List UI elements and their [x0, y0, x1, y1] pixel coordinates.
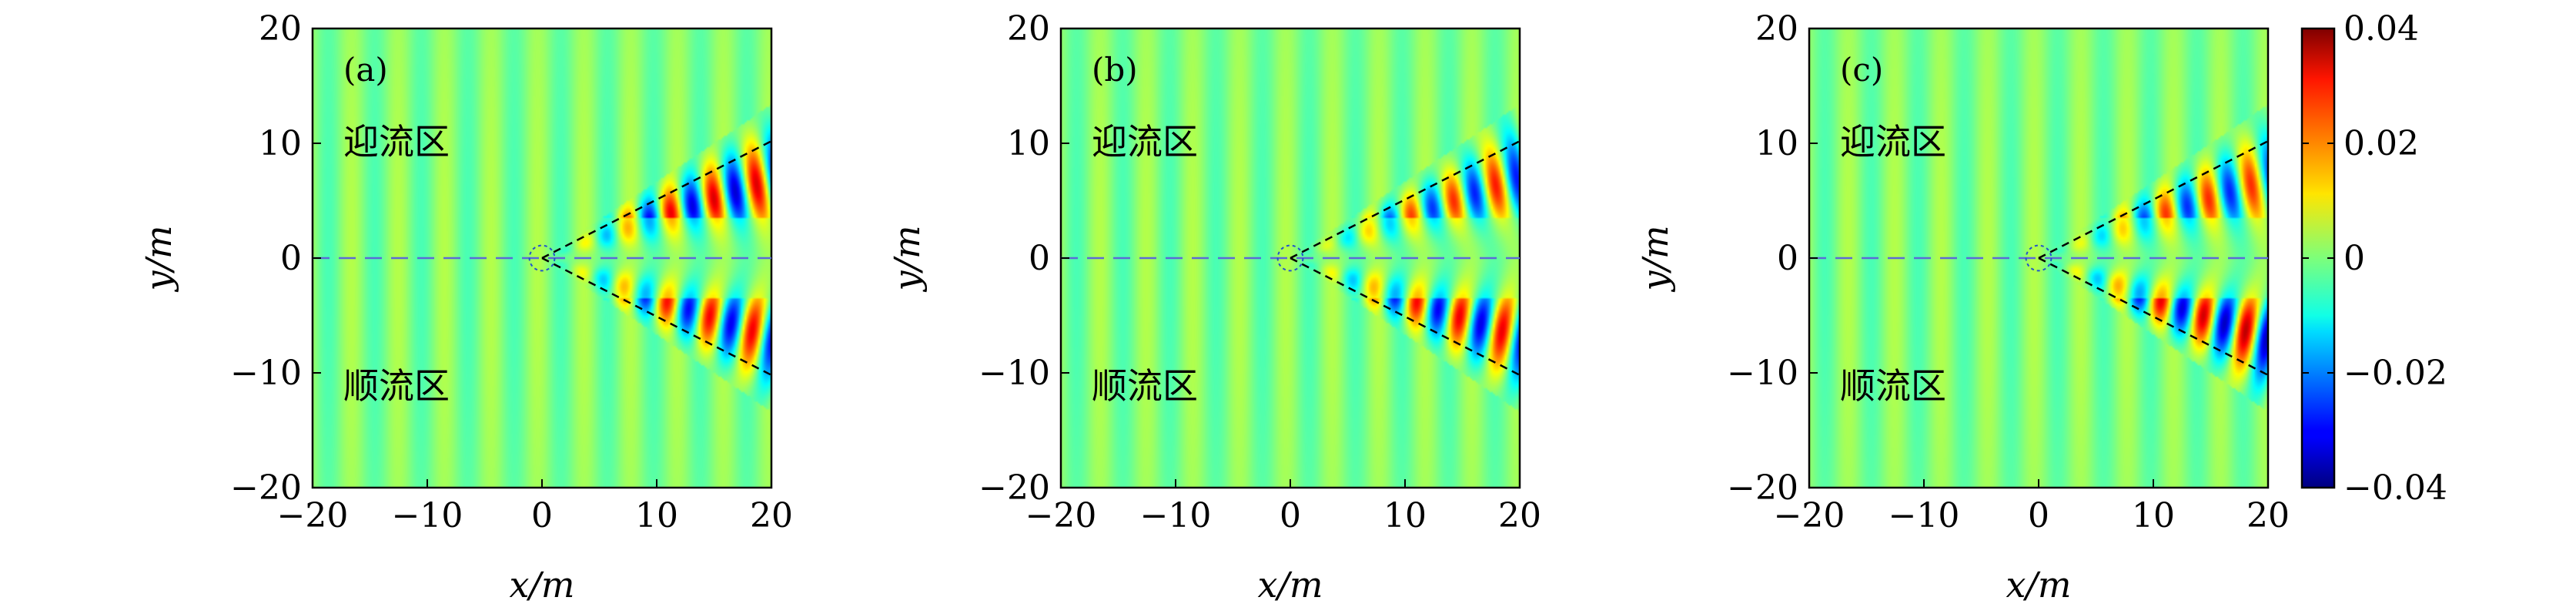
- x-tick-label: 10: [2132, 496, 2175, 535]
- wedge-line-lower: [1290, 257, 1521, 376]
- x-tick-label: −20: [1774, 496, 1845, 535]
- downstream-region-label: 顺流区: [343, 365, 450, 407]
- wedge-line-lower: [541, 257, 772, 376]
- y-tick-label: 0: [280, 239, 302, 278]
- colorbar-tick-label: −0.02: [2343, 354, 2447, 393]
- y-tick-label: 10: [259, 124, 302, 163]
- y-tick-label: −10: [1727, 354, 1798, 393]
- y-axis-label: y/m: [138, 225, 179, 292]
- downstream-region-label: 顺流区: [1092, 365, 1198, 407]
- overlay-lines: [313, 140, 772, 376]
- panel-label: (a): [343, 51, 388, 89]
- source-circle: [1276, 244, 1304, 272]
- x-ticks: −20 −10 0 10 20: [1025, 479, 1541, 535]
- x-tick-label: 20: [1498, 496, 1541, 535]
- wedge-line-upper: [2038, 140, 2269, 260]
- x-ticks: −20 −10 0 10 20: [277, 479, 793, 535]
- y-tick-label: 20: [1007, 9, 1050, 49]
- wedge-line-upper: [1290, 140, 1521, 260]
- x-tick-label: −10: [1889, 496, 1960, 535]
- y-axis-label: y/m: [886, 225, 928, 292]
- x-tick-label: 10: [635, 496, 678, 535]
- overlay-lines: [1061, 140, 1521, 376]
- upstream-region-label: 迎流区: [1092, 121, 1198, 163]
- colorbar-tick-label: 0.02: [2343, 124, 2419, 163]
- x-tick-label: −20: [277, 496, 349, 535]
- y-tick-label: 20: [1755, 9, 1798, 49]
- y-tick-label: 0: [1777, 239, 1798, 278]
- y-tick-label: 10: [1755, 124, 1798, 163]
- y-tick-label: −20: [979, 468, 1050, 508]
- x-tick-label: 0: [2028, 496, 2049, 535]
- overlay-lines: [1809, 140, 2269, 376]
- colorbar: 0.04 0.02 0 −0.02 −0.04: [2300, 9, 2447, 508]
- y-ticks: −20 −10 0 10 20: [1727, 9, 1818, 508]
- x-axis-label: x/m: [1257, 564, 1323, 606]
- colorbar-tick-label: 0: [2343, 239, 2365, 278]
- upstream-region-label: 迎流区: [1840, 121, 1946, 163]
- y-tick-label: −20: [1727, 468, 1798, 508]
- x-tick-label: 10: [1383, 496, 1427, 535]
- x-tick-label: 20: [2246, 496, 2290, 535]
- y-tick-label: 10: [1007, 124, 1050, 163]
- x-ticks: −20 −10 0 10 20: [1774, 479, 2290, 535]
- x-tick-label: −10: [1140, 496, 1212, 535]
- downstream-region-label: 顺流区: [1840, 365, 1946, 407]
- colorbar-tick-label: 0.04: [2343, 9, 2419, 49]
- y-ticks: −20 −10 0 10 20: [979, 9, 1069, 508]
- y-tick-label: −20: [230, 468, 302, 508]
- x-axis-label: x/m: [509, 564, 574, 606]
- y-ticks: −20 −10 0 10 20: [230, 9, 321, 508]
- source-circle: [2025, 244, 2052, 272]
- wedge-line-upper: [541, 140, 772, 260]
- y-tick-label: −10: [230, 354, 302, 393]
- colorbar-tick-label: −0.04: [2343, 468, 2447, 508]
- y-axis-label: y/m: [1634, 225, 1676, 292]
- panel-label: (c): [1840, 51, 1883, 89]
- panel-label: (b): [1092, 51, 1138, 89]
- colorbar-ticks: 0.04 0.02 0 −0.02 −0.04: [2302, 9, 2447, 508]
- y-tick-label: −10: [979, 354, 1050, 393]
- x-axis-label: x/m: [2006, 564, 2071, 606]
- x-tick-label: 20: [750, 496, 793, 535]
- x-tick-label: 0: [531, 496, 553, 535]
- y-tick-label: 20: [259, 9, 302, 49]
- x-tick-label: −20: [1025, 496, 1097, 535]
- y-tick-label: 0: [1029, 239, 1050, 278]
- source-circle: [528, 244, 556, 272]
- wedge-line-lower: [2038, 257, 2269, 376]
- x-tick-label: −10: [392, 496, 463, 535]
- x-tick-label: 0: [1280, 496, 1301, 535]
- upstream-region-label: 迎流区: [343, 121, 450, 163]
